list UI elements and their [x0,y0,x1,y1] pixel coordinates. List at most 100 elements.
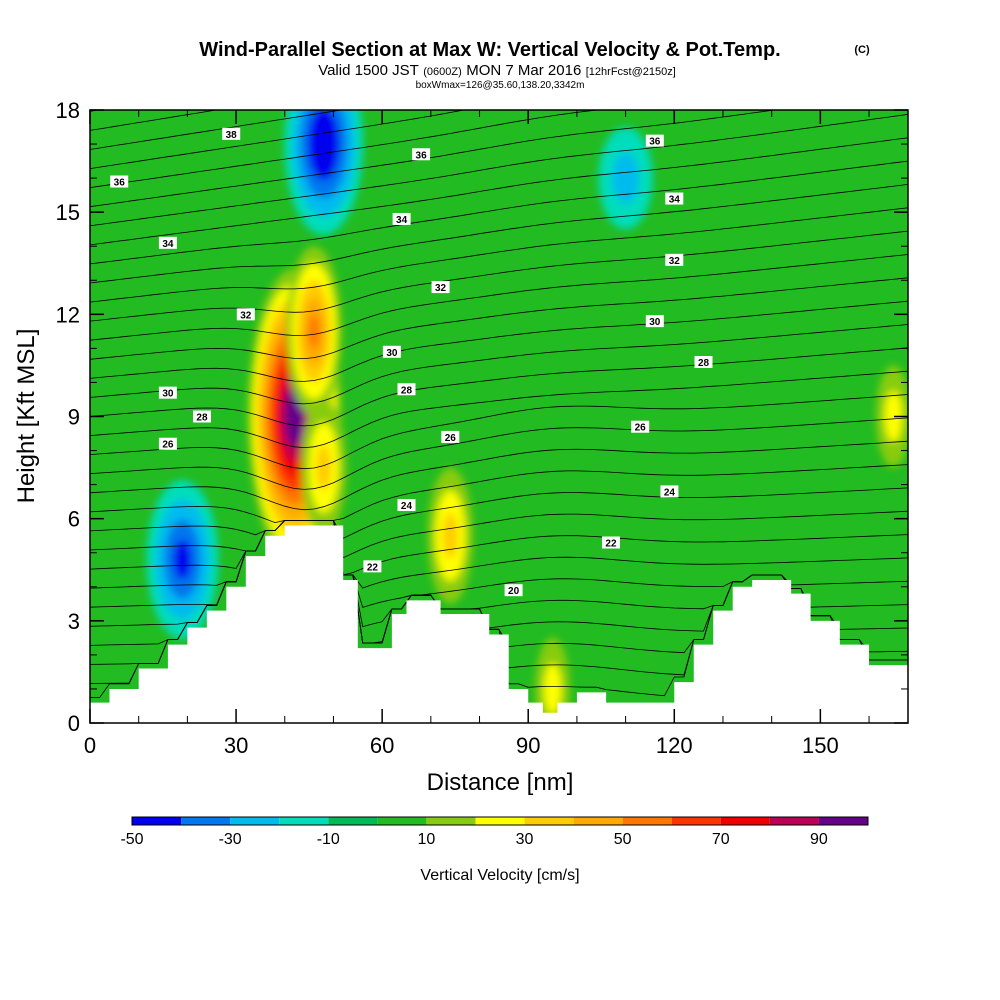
theta-label-box [412,148,431,161]
theta-label-text: 28 [196,413,208,424]
theta-contour-line [90,324,908,405]
theta-label-box [431,281,450,294]
y-tick-label: 0 [68,711,80,736]
theta-label-text: 24 [401,501,413,512]
theta-label-box [222,127,241,140]
theta-label: 38 [222,127,241,141]
theta-label-text: 38 [226,130,238,141]
theta-contour-line [90,347,908,427]
theta-contour-line [90,110,601,188]
velocity-contour-fill [442,512,458,559]
colorbar: -50 -30 -10 10 30 50 70 90 [120,816,869,848]
y-tick-label: 9 [68,405,80,430]
theta-contour-line [90,137,908,246]
theta-label-box [363,560,382,573]
theta-label: 32 [665,253,684,267]
theta-label-text: 34 [669,195,681,206]
theta-label: 22 [363,560,382,573]
x-tick-label: 90 [516,733,540,758]
colorbar-swatch [524,817,574,825]
theta-contour-line [90,417,908,490]
theta-label-text: 36 [649,137,661,148]
theta-label: 32 [236,308,255,321]
colorbar-swatch [622,817,672,825]
theta-label-box [110,175,129,188]
theta-contour-line [90,114,908,227]
theta-label-box [441,430,460,443]
theta-label-box [397,499,416,512]
theta-label-text: 20 [508,586,520,597]
theta-label: 28 [192,410,211,424]
colorbar-tick-label: 10 [418,831,436,848]
valid-date: MON 7 Mar 2016 [466,62,581,79]
colorbar-swatch [720,817,770,825]
velocity-contour-fill [884,390,903,443]
y-tick-label: 3 [68,609,80,634]
theta-label-box [192,410,211,423]
theta-label-text: 28 [698,358,710,369]
theta-contour-line [90,440,908,511]
plot-area: 38 36 36 36 34 34 34 32 32 32 30 30 30 28 28 28 26 26 26 24… [90,110,908,723]
valid-utc: (0600Z) [423,66,462,78]
theta-label-box [504,584,523,597]
theta-contour-line [90,254,908,341]
theta-label: 34 [665,192,684,206]
theta-label-box [158,236,177,249]
y-tick-label: 12 [56,302,80,327]
theta-labels: 38 36 36 36 34 34 34 32 32 32 30 30 30 28 28 28 26 26 26 24… [110,127,713,597]
velocity-contour-fill [612,152,640,204]
velocity-contour-fill [315,125,332,163]
y-tick-label: 18 [56,98,80,123]
terrain [90,525,908,723]
chart-title: Wind-Parallel Section at Max W: Vertical… [199,39,780,61]
theta-contour-line [90,520,908,589]
theta-label: 24 [397,499,416,512]
box-info: boxWmax=126@35.60,138.20,3342m [416,80,585,91]
theta-label-box [158,386,177,399]
colorbar-tick-label: 90 [810,831,828,848]
theta-label: 26 [158,437,177,451]
theta-label-box [392,212,411,225]
theta-contour-line [90,277,908,360]
theta-label-text: 32 [435,283,447,294]
theta-label: 34 [158,236,177,250]
theta-label: 22 [601,536,620,550]
theta-label: 36 [645,134,664,148]
theta-label-box [158,437,177,450]
theta-label-text: 22 [367,562,379,573]
colorbar-swatch [671,817,721,825]
theta-label-box [397,383,416,396]
theta-label-text: 36 [114,178,126,189]
theta-label: 20 [504,584,523,597]
velocity-contour-fill [173,539,192,580]
theta-contour-line [90,520,908,576]
theta-contour-line [90,160,908,265]
colorbar-frame [131,816,869,826]
valid-time: Valid 1500 JST (0600Z) MON 7 Mar 2016 [1… [318,62,676,79]
theta-contour-line [90,464,908,524]
y-axis-label: Height [Kft MSL] [13,329,40,504]
theta-contour-line [90,370,908,449]
velocity-contour-fill [308,314,320,349]
theta-label: 36 [110,175,129,189]
theta-label: 30 [382,345,401,359]
theta-label: 26 [631,420,650,434]
velocity-contour-fill [289,401,300,432]
colorbar-swatch [377,817,427,825]
colorbar-swatch [769,817,819,825]
theta-label-box [645,134,664,147]
colorbar-tick-label: -10 [317,831,340,848]
theta-label: 24 [660,485,679,498]
theta-label-text: 24 [664,487,676,498]
theta-label-text: 30 [649,317,661,328]
theta-contour-line [90,207,908,303]
theta-label-text: 32 [240,310,252,321]
velocity-contour-fill [316,444,332,491]
velocity-field [146,110,908,723]
theta-label-box [236,308,255,321]
theta-label-text: 32 [669,256,681,267]
theta-label-box [660,485,679,498]
colorbar-swatch [181,817,231,825]
